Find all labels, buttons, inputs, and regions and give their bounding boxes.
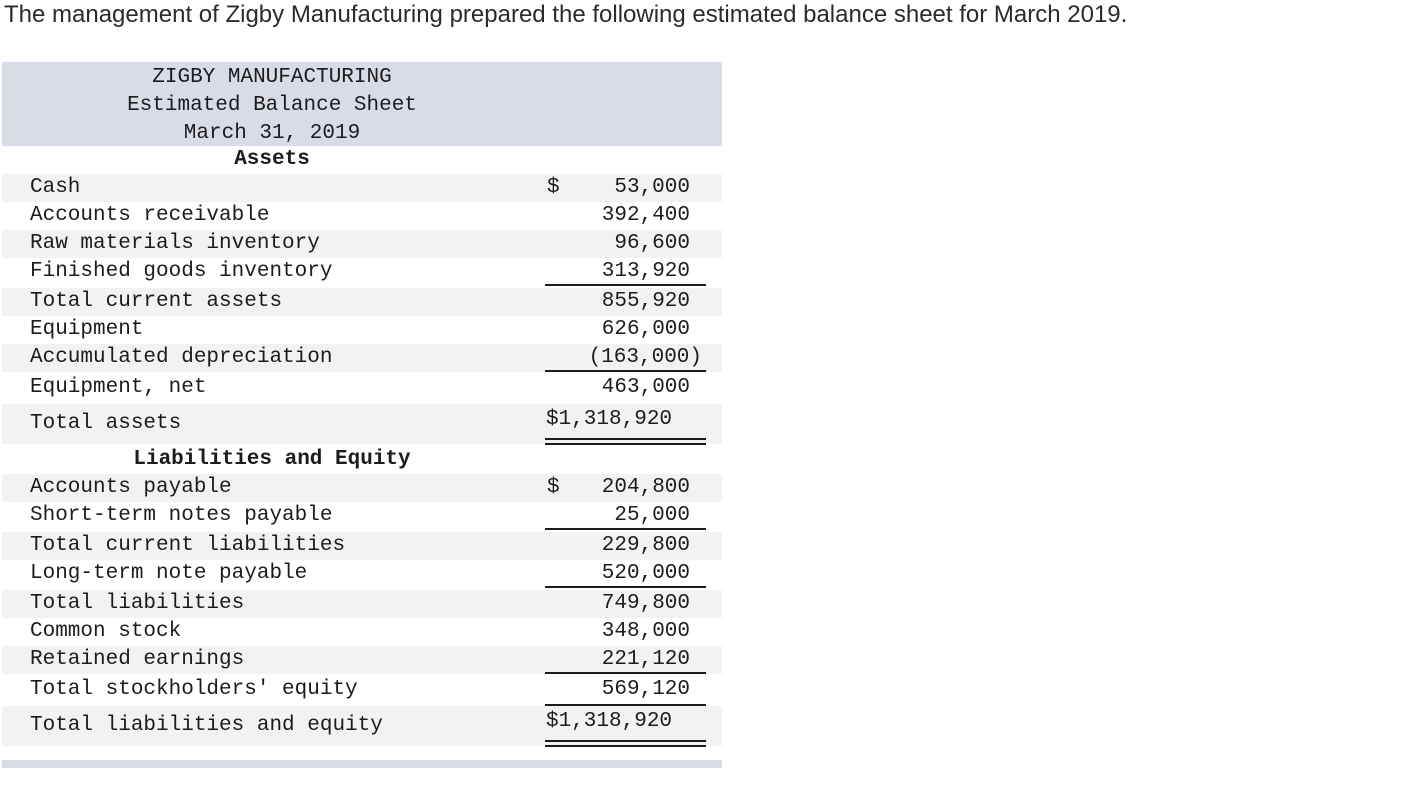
table-row: Total current assets 855,920 [2, 288, 722, 316]
table-row: Total stockholders' equity 569,120 [2, 676, 722, 706]
row-label: Short-term notes payable [30, 504, 333, 527]
row-label: Total liabilities [30, 592, 245, 615]
row-amount: 626,000 [601, 318, 690, 341]
row-label: Accounts receivable [30, 204, 270, 227]
subtotal-rule [545, 704, 706, 706]
row-amount: 53,000 [614, 176, 690, 199]
table-row: Common stock 348,000 [2, 618, 722, 646]
row-amount: 749,800 [601, 592, 690, 615]
subtotal-rule [545, 528, 706, 530]
row-amount: 520,000 [601, 562, 690, 585]
table-row: Total assets $1,318,920 [2, 404, 722, 445]
row-amount: 855,920 [601, 290, 690, 313]
currency-symbol: $ [547, 176, 560, 199]
sheet-header: ZIGBY MANUFACTURING Estimated Balance Sh… [2, 62, 722, 146]
row-label: Total current assets [30, 290, 283, 313]
table-row: Retained earnings 221,120 [2, 646, 722, 674]
row-amount: (163,000) [588, 346, 702, 369]
assets-heading: Assets [234, 148, 310, 171]
table-row: Cash $ 53,000 [2, 174, 722, 202]
row-label: Common stock [30, 620, 182, 643]
balance-sheet: ZIGBY MANUFACTURING Estimated Balance Sh… [2, 62, 722, 747]
table-row: Equipment 626,000 [2, 316, 722, 344]
table-row: Equipment, net 463,000 [2, 374, 722, 402]
sheet-footer-bar [2, 760, 722, 768]
row-amount: 392,400 [601, 204, 690, 227]
statement-title: Estimated Balance Sheet [127, 94, 417, 117]
liabilities-heading: Liabilities and Equity [133, 448, 411, 471]
table-row: Total liabilities 749,800 [2, 590, 722, 618]
table-row: Raw materials inventory 96,600 [2, 230, 722, 258]
table-row: Accounts receivable 392,400 [2, 202, 722, 230]
row-amount: $1,318,920 [546, 710, 673, 733]
currency-symbol: $ [547, 476, 560, 499]
table-row: Total liabilities and equity $1,318,920 [2, 706, 722, 747]
intro-text: The management of Zigby Manufacturing pr… [4, 1, 1128, 28]
table-row: Accounts payable $ 204,800 [2, 474, 722, 502]
subtotal-rule [545, 370, 706, 372]
row-amount: 25,000 [614, 504, 690, 527]
statement-date: March 31, 2019 [183, 122, 361, 145]
row-amount: 463,000 [601, 376, 690, 399]
row-label: Retained earnings [30, 648, 245, 671]
row-amount: 313,920 [601, 260, 690, 283]
row-amount: 348,000 [601, 620, 690, 643]
row-amount: 221,120 [601, 648, 690, 671]
total-double-rule [545, 740, 706, 747]
row-label: Total assets [30, 412, 182, 435]
row-label: Accounts payable [30, 476, 232, 499]
subtotal-rule [545, 672, 706, 674]
table-row: Total current liabilities 229,800 [2, 532, 722, 560]
row-label: Raw materials inventory [30, 232, 320, 255]
row-label: Finished goods inventory [30, 260, 333, 283]
row-amount: 569,120 [601, 678, 690, 701]
row-label: Equipment, net [30, 376, 207, 399]
row-amount: 229,800 [601, 534, 690, 557]
row-amount: $1,318,920 [546, 408, 673, 431]
row-label: Cash [30, 176, 81, 199]
subtotal-rule [545, 586, 706, 588]
company-name: ZIGBY MANUFACTURING [152, 66, 392, 89]
row-label: Total current liabilities [30, 534, 346, 557]
table-row: Accumulated depreciation (163,000) [2, 344, 722, 372]
row-label: Accumulated depreciation [30, 346, 333, 369]
table-row: Finished goods inventory 313,920 [2, 258, 722, 286]
total-double-rule [545, 438, 706, 445]
row-label: Total liabilities and equity [30, 714, 383, 737]
row-label: Equipment [30, 318, 144, 341]
row-amount: 96,600 [614, 232, 690, 255]
table-row: Long-term note payable 520,000 [2, 560, 722, 588]
row-label: Long-term note payable [30, 562, 308, 585]
row-amount: 204,800 [601, 476, 690, 499]
row-label: Total stockholders' equity [30, 678, 358, 701]
subtotal-rule [545, 284, 706, 286]
table-row: Short-term notes payable 25,000 [2, 502, 722, 530]
